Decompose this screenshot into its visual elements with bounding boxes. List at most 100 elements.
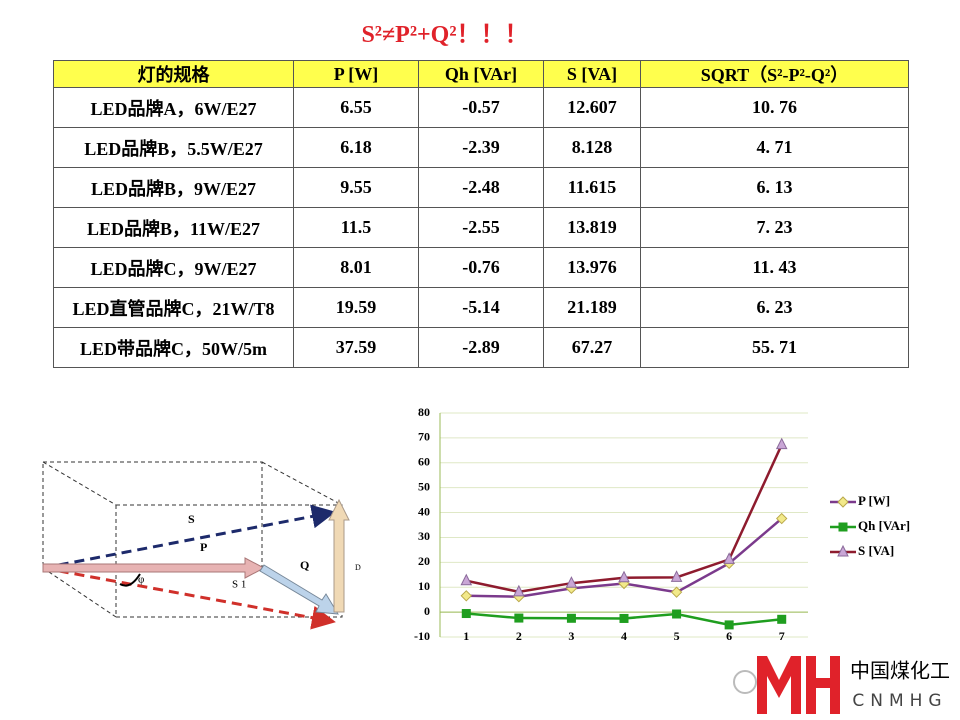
data-point: [618, 570, 630, 583]
table-cell: -2.55: [418, 207, 544, 248]
table-cell: LED品牌A，6W/E27: [53, 87, 294, 128]
box-edge: [261, 461, 343, 506]
x-tick-label: 7: [779, 629, 785, 643]
table-row: LED品牌B，5.5W/E27 6.18 -2.39 8.128 4. 71: [53, 127, 909, 168]
y-tick-label: 50: [418, 479, 430, 493]
data-point: [670, 586, 683, 598]
header-cell: SQRT（S²-P²-Q²）: [640, 60, 909, 88]
data-point: [514, 613, 524, 623]
table-cell: 67.27: [543, 327, 641, 368]
data-point: [461, 609, 471, 619]
box-front: [42, 461, 263, 569]
y-tick-label: 10: [418, 579, 430, 593]
s-vector: [42, 504, 336, 570]
data-point: [670, 570, 683, 582]
q-vector: [259, 564, 339, 615]
data-table: 灯的规格 P [W] Qh [VAr] S [VA] SQRT（S²-P²-Q²） LED…: [53, 60, 909, 368]
diagram-label: S: [188, 512, 195, 526]
y-tick-label: 60: [418, 455, 430, 469]
p-vector: [42, 557, 266, 579]
diagram-label: S 1: [232, 579, 246, 591]
table-cell: 11.5: [293, 207, 419, 248]
logo-cn: 中国煤化工: [850, 659, 950, 683]
table-row: 灯的规格 P [W] Qh [VAr] S [VA] SQRT（S²-P²-Q²）: [53, 60, 909, 88]
table-cell: 6.55: [293, 87, 419, 128]
header-cell: 灯的规格: [53, 60, 294, 88]
table-cell: -5.14: [418, 287, 544, 328]
table-cell: 7. 23: [640, 207, 909, 248]
data-point: [775, 437, 788, 450]
legend-marker: [837, 496, 849, 508]
legend-label: S [VA]: [858, 543, 894, 558]
table-cell: -2.39: [418, 127, 544, 168]
y-tick-label: 30: [418, 529, 430, 543]
y-tick-label: 40: [418, 504, 430, 518]
logo-mark: [806, 656, 840, 714]
data-point: [565, 576, 578, 588]
legend-marker: [837, 544, 849, 557]
series-line: [466, 444, 783, 594]
data-point: [619, 613, 629, 623]
x-tick-label: 2: [516, 629, 522, 643]
table-row: LED品牌B，9W/E27 9.55 -2.48 11.615 6. 13: [53, 167, 909, 208]
logo-en: CNMHG: [852, 691, 947, 711]
legend-label: Qh [VAr]: [858, 518, 910, 533]
x-tick-label: 5: [674, 629, 680, 643]
x-tick-label: 4: [621, 629, 627, 643]
y-tick-label: 0: [424, 604, 430, 618]
table-cell: -2.89: [418, 327, 544, 368]
diagram-label: P: [200, 540, 207, 554]
box-edge: [42, 461, 117, 506]
table-cell: 6.18: [293, 127, 419, 168]
x-tick-label: 3: [568, 629, 574, 643]
table-cell: 9.55: [293, 167, 419, 208]
table-cell: 37.59: [293, 327, 419, 368]
x-tick-label: 6: [726, 629, 732, 643]
table-cell: -2.48: [418, 167, 544, 208]
logo-mark: [757, 656, 801, 714]
logo: 中国煤化工 CNMHG: [733, 656, 950, 714]
watermark-icon: [733, 670, 757, 694]
table-cell: -0.57: [418, 87, 544, 128]
data-point: [724, 620, 734, 630]
header-cell: Qh [VAr]: [418, 60, 544, 88]
s1-vector: [42, 566, 336, 630]
table-row: LED品牌B，11W/E27 11.5 -2.55 13.819 7. 23: [53, 207, 909, 248]
box-edge: [42, 567, 117, 618]
data-point: [723, 552, 735, 564]
table-cell: LED品牌B，5.5W/E27: [53, 127, 294, 168]
table-cell: 11. 43: [640, 247, 909, 288]
angle-arc: [119, 573, 141, 587]
table-cell: 8.01: [293, 247, 419, 288]
table-cell: LED品牌B，11W/E27: [53, 207, 294, 248]
table-cell: 6. 23: [640, 287, 909, 328]
legend-marker: [838, 522, 848, 532]
data-point: [513, 584, 525, 597]
data-point: [672, 609, 682, 619]
y-tick-label: -10: [414, 629, 430, 643]
page-title: S²≠P²+Q²！！！: [361, 22, 529, 48]
diagram-label: D: [355, 563, 361, 572]
y-tick-label: 20: [418, 554, 430, 568]
table-cell: 13.819: [543, 207, 641, 248]
table-cell: LED带品牌C，50W/5m: [53, 327, 294, 368]
table-cell: 12.607: [543, 87, 641, 128]
x-tick-label: 1: [463, 629, 469, 643]
table-row: LED品牌C，9W/E27 8.01 -0.76 13.976 11. 43: [53, 247, 909, 288]
data-point: [776, 512, 788, 525]
table-cell: 55. 71: [640, 327, 909, 368]
legend-label: P [W]: [858, 493, 890, 508]
diagram-label: φ: [138, 574, 144, 586]
header-cell: P [W]: [293, 60, 419, 88]
header-cell: S [VA]: [543, 60, 641, 88]
table-cell: 10. 76: [640, 87, 909, 128]
data-point: [566, 613, 576, 623]
table-row: LED带品牌C，50W/5m 37.59 -2.89 67.27 55. 71: [53, 327, 909, 368]
table-cell: LED品牌C，9W/E27: [53, 247, 294, 288]
line-chart: -10 0 10 20 30 40 50 60 70 80 1 2 3 4 5 6 7 P [W] Qh [VAr]…: [414, 405, 910, 643]
data-point: [460, 573, 473, 586]
diagram-label: Q: [300, 558, 309, 572]
data-point: [777, 614, 787, 624]
